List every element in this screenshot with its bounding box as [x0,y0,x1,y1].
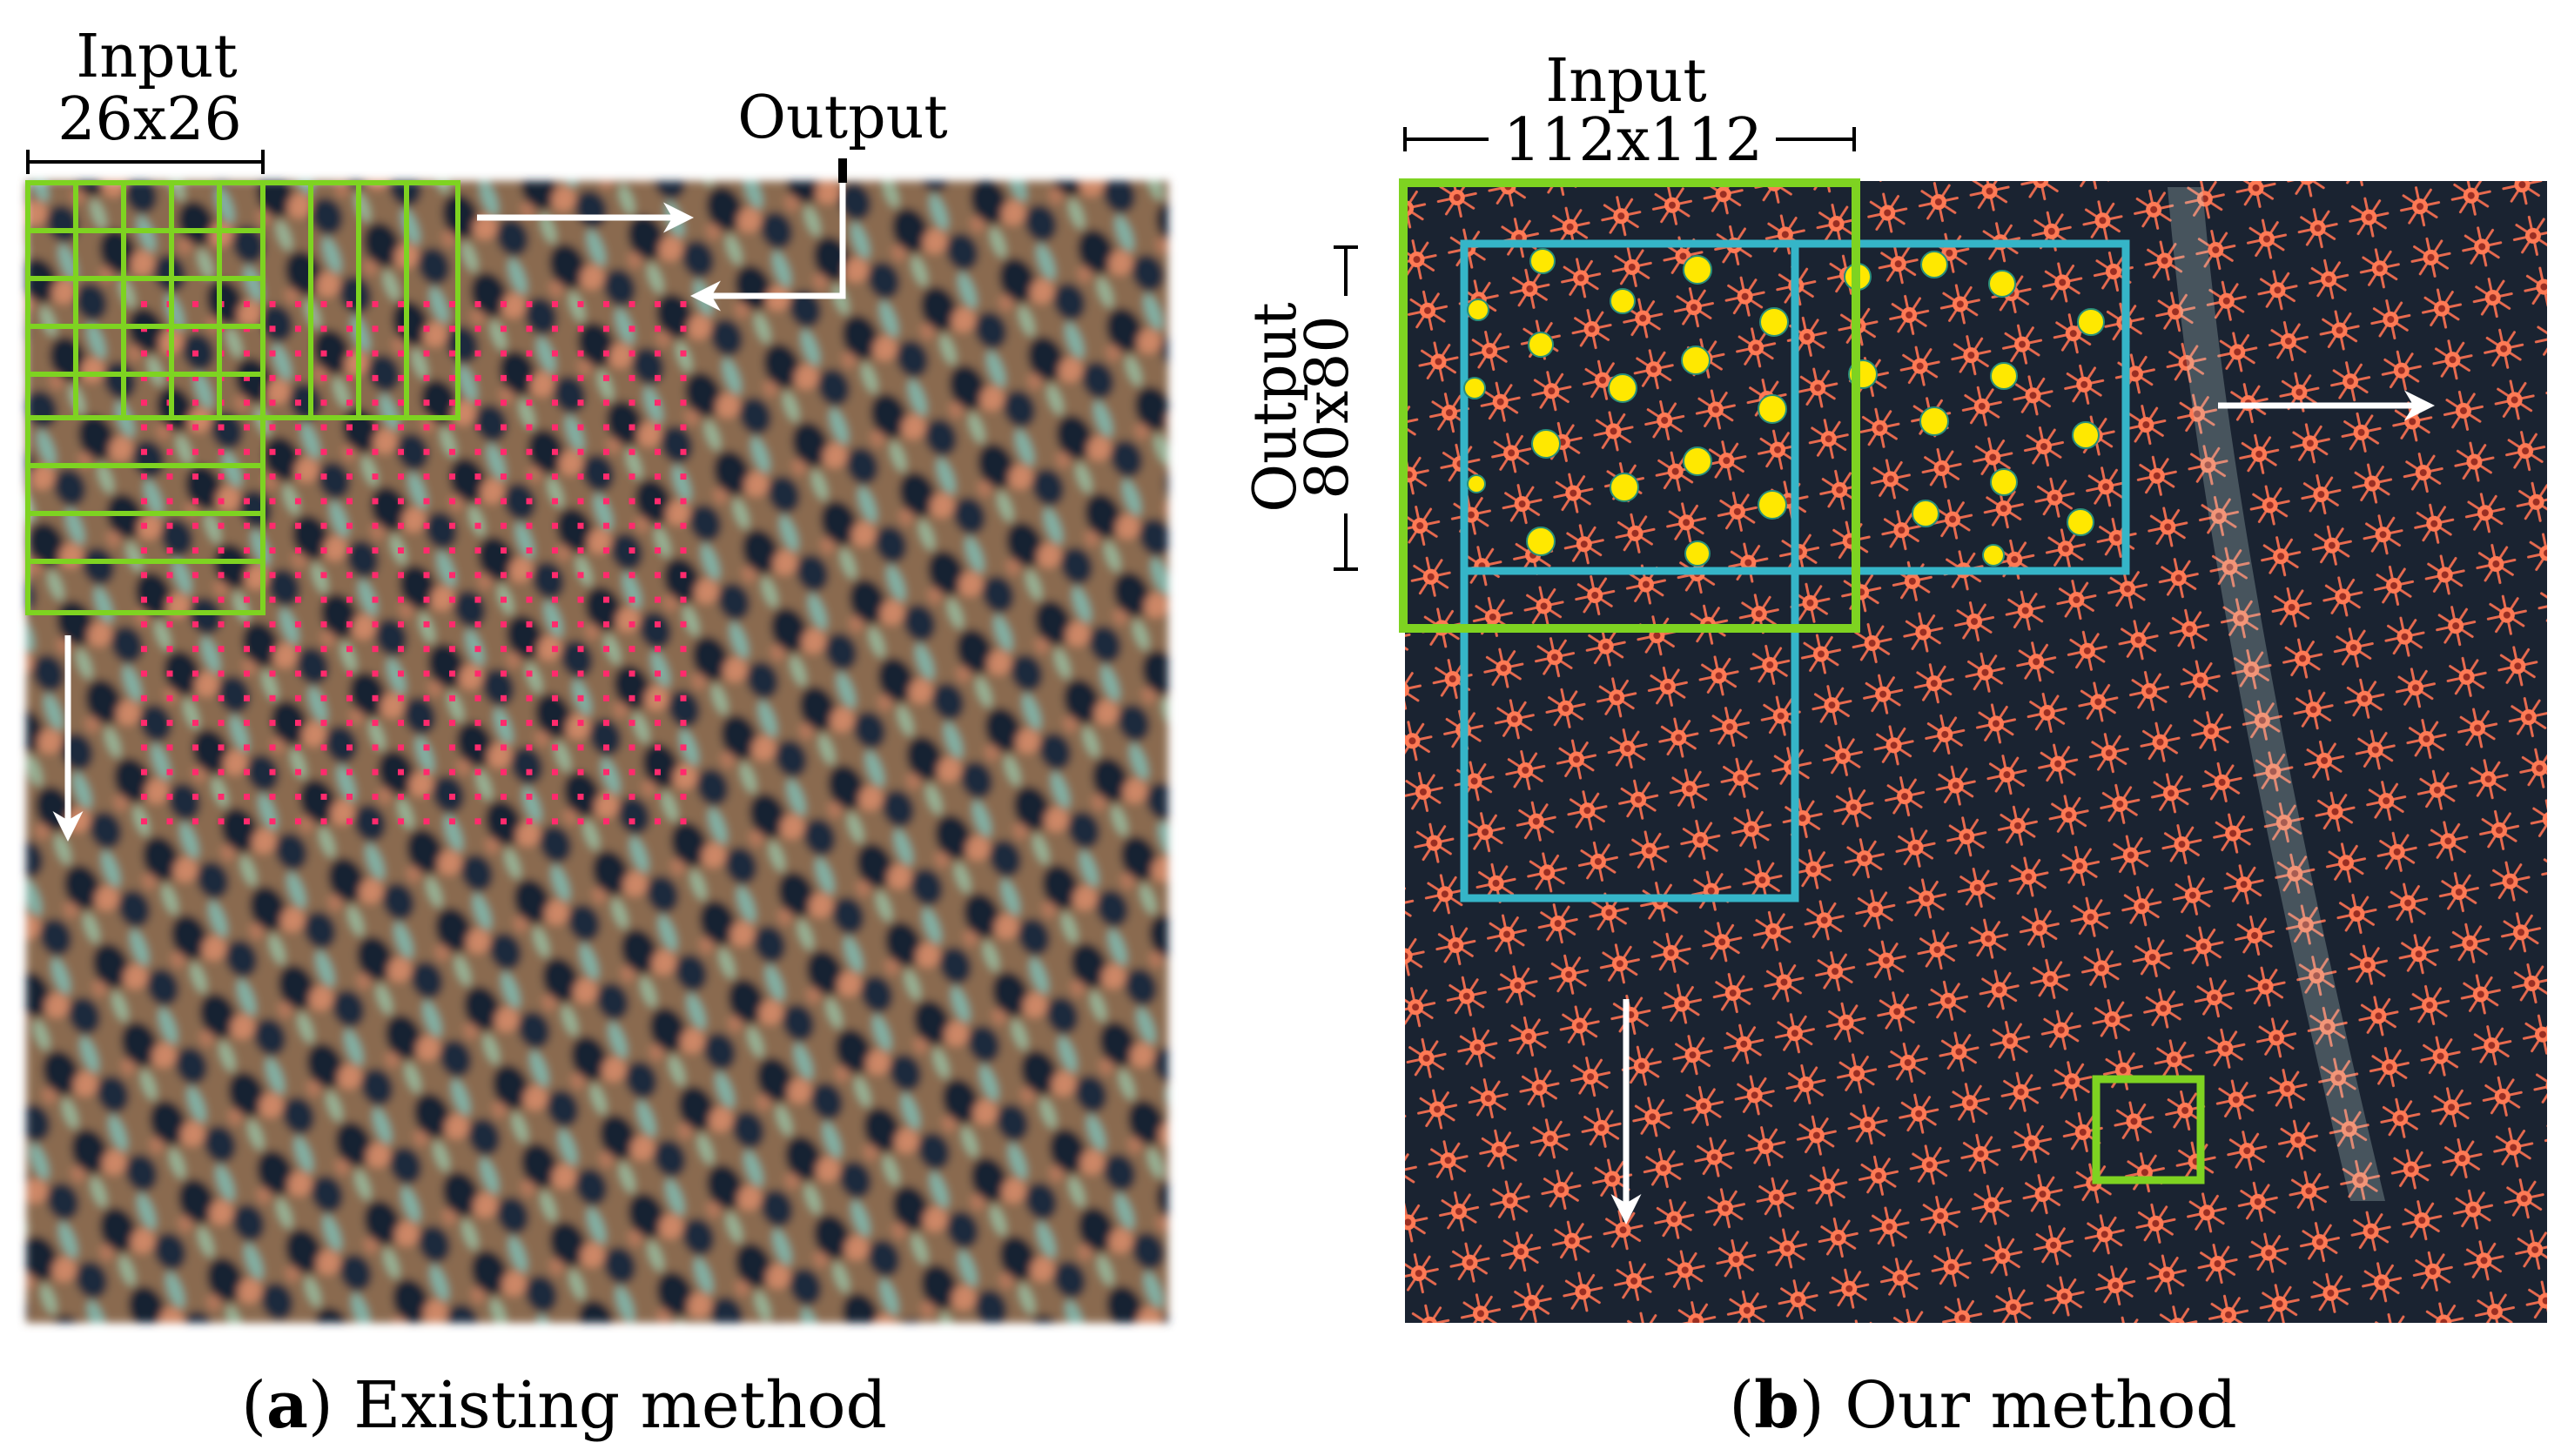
output-dot-grid [141,301,688,832]
output-connector [690,158,847,312]
panel-b-input-label: Input [1545,47,1706,116]
panel-b-caption-letter: b [1754,1368,1799,1443]
panel-a-caption-letter: a [266,1368,308,1443]
panel-b-image [1405,181,2547,1323]
panel-a-caption-text: Existing method [353,1368,887,1443]
input-bracket-b [1403,127,1856,151]
panel-a-output-label: Output [737,84,948,152]
output-bracket-b [1334,245,1358,571]
panel-b: Input 112x112 Output 80x80 (b) Our metho… [1241,47,2547,1443]
panel-b-output-size: 80x80 [1294,315,1362,499]
input-window-grid [25,180,460,615]
highlight-tree-box [2092,1075,2205,1184]
panel-a: Input 26x26 Output (a) Existing method [25,23,1168,1443]
output-label-b: Output 80x80 [1241,302,1362,513]
panel-b-caption: (b) Our method [1729,1368,2237,1443]
output-windows [1460,239,2130,902]
panel-b-input-size: 112x112 [1503,106,1763,175]
panel-b-output-label: Output [1241,302,1310,513]
canal-stripe [2168,187,2385,1201]
panel-a-input-size: 26x26 [57,85,241,154]
panel-b-caption-text: Our method [1845,1368,2237,1443]
panel-a-input-label: Input [76,23,237,91]
input-window [1399,178,1860,633]
input-bracket [26,150,265,174]
panel-a-caption: (a) Existing method [241,1368,887,1443]
detections [1463,248,2105,567]
